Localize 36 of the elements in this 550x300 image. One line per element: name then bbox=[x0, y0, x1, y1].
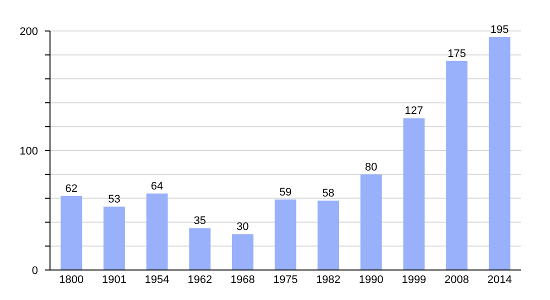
bar bbox=[274, 199, 296, 270]
y-tick-label: 100 bbox=[20, 146, 38, 158]
data-label: 127 bbox=[404, 105, 424, 118]
bar bbox=[403, 118, 425, 270]
bar bbox=[488, 36, 510, 270]
x-tick-label: 1954 bbox=[144, 274, 170, 286]
data-label: 35 bbox=[194, 215, 206, 228]
x-tick-label: 1901 bbox=[102, 274, 126, 286]
x-tick-label: 2008 bbox=[444, 274, 470, 286]
x-tick-label: 1982 bbox=[316, 274, 341, 286]
bar bbox=[232, 234, 254, 270]
data-label: 62 bbox=[65, 182, 78, 195]
bar bbox=[60, 196, 82, 270]
x-tick-label: 1800 bbox=[59, 274, 84, 286]
data-label: 175 bbox=[448, 48, 466, 60]
x-tick-label: 2014 bbox=[487, 274, 512, 286]
x-tick-label: 1968 bbox=[230, 274, 255, 286]
data-label: 58 bbox=[322, 188, 334, 200]
bar bbox=[189, 228, 211, 270]
data-label: 64 bbox=[150, 180, 164, 193]
data-label: 53 bbox=[108, 194, 120, 206]
bar bbox=[104, 206, 125, 270]
data-label: 30 bbox=[236, 221, 249, 234]
bar bbox=[446, 60, 468, 270]
data-label: 80 bbox=[365, 161, 378, 174]
bar bbox=[318, 200, 340, 270]
y-tick-label: 0 bbox=[32, 265, 38, 277]
x-tick-label: 1990 bbox=[358, 274, 384, 286]
bar bbox=[360, 174, 382, 270]
x-tick-label: 1999 bbox=[402, 274, 426, 286]
x-tick-label: 1975 bbox=[273, 274, 298, 286]
data-label: 59 bbox=[279, 186, 292, 198]
y-tick-label: 200 bbox=[20, 26, 38, 38]
x-tick-label: 1962 bbox=[188, 274, 212, 286]
bar bbox=[146, 194, 168, 270]
data-label: 195 bbox=[490, 24, 509, 36]
